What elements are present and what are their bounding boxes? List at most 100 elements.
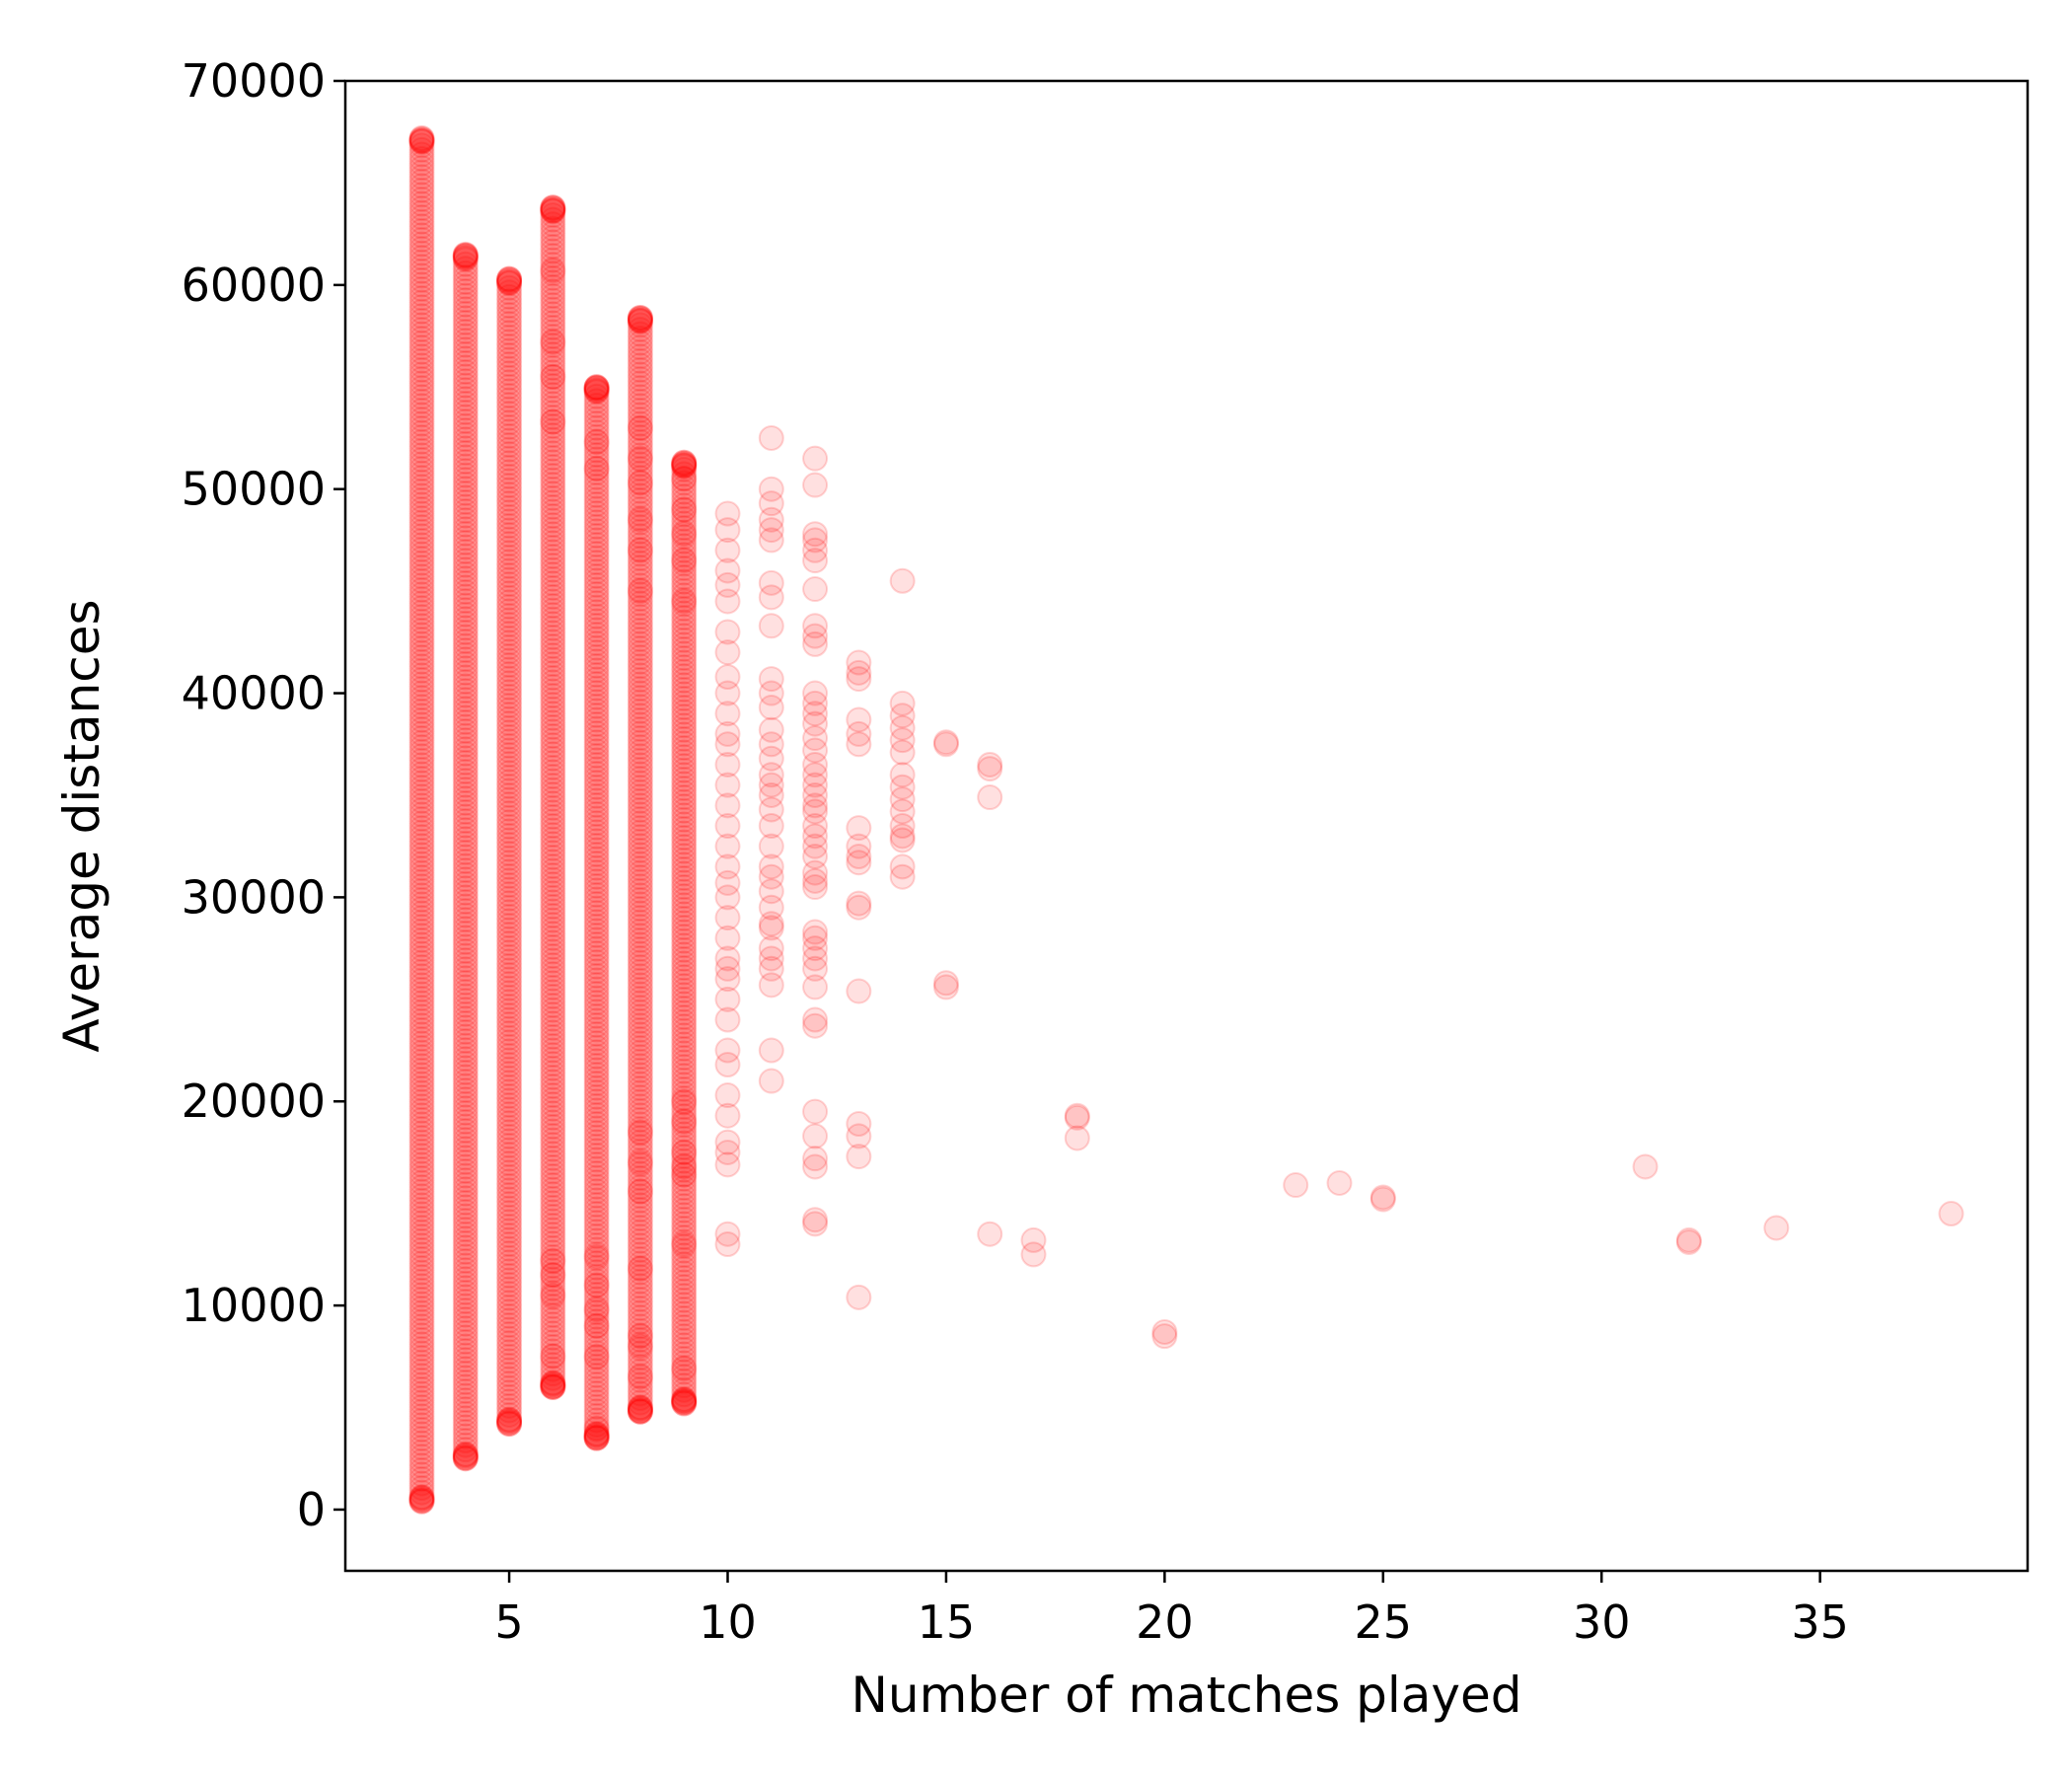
data-point (408, 469, 435, 495)
data-point (540, 1055, 566, 1081)
data-point (932, 731, 959, 758)
data-point (408, 626, 435, 652)
data-point (540, 1141, 566, 1167)
data-point (540, 305, 566, 332)
data-point (408, 245, 435, 271)
data-point (583, 985, 610, 1011)
data-point (408, 1232, 435, 1259)
data-point (452, 655, 479, 682)
data-point (671, 843, 698, 869)
data-point (496, 593, 523, 620)
data-point (671, 1125, 698, 1151)
data-point (496, 1052, 523, 1078)
data-point (496, 818, 523, 845)
data-point (452, 1409, 479, 1436)
data-point (452, 448, 479, 475)
data-point (627, 1398, 653, 1425)
data-point (496, 279, 523, 306)
data-point (496, 522, 523, 549)
data-point (671, 973, 698, 1000)
data-point (452, 471, 479, 497)
data-point (496, 329, 523, 355)
data-point (496, 1379, 523, 1406)
data-point (583, 1362, 610, 1388)
data-point (540, 835, 566, 861)
data-point (671, 1058, 698, 1084)
data-point (671, 1215, 698, 1241)
data-point (540, 1275, 566, 1301)
data-point (977, 1221, 1003, 1247)
data-point (758, 695, 784, 721)
data-point (627, 546, 653, 572)
data-point (408, 1093, 435, 1120)
data-point (671, 721, 698, 748)
data-point (408, 334, 435, 361)
data-point (802, 472, 829, 498)
data-point (627, 334, 653, 361)
data-point (408, 715, 435, 742)
data-point (540, 1010, 566, 1037)
data-point (452, 727, 479, 754)
data-point (496, 746, 523, 773)
data-point (627, 470, 653, 496)
data-point (671, 1314, 698, 1341)
data-point (452, 826, 479, 853)
data-point (540, 1005, 566, 1032)
data-point (627, 990, 653, 1016)
data-point (583, 428, 610, 455)
data-point (452, 1301, 479, 1328)
data-point (540, 683, 566, 709)
data-point (496, 320, 523, 346)
data-point (583, 652, 610, 679)
data-point (583, 376, 610, 403)
data-point (452, 835, 479, 861)
data-point (408, 622, 435, 648)
data-point (540, 745, 566, 772)
data-point (540, 701, 566, 727)
data-point (496, 732, 523, 759)
data-point (583, 1393, 610, 1420)
data-point (540, 1194, 566, 1221)
data-point (583, 1402, 610, 1429)
data-point (583, 585, 610, 612)
data-point (496, 1096, 523, 1123)
data-point (452, 1018, 479, 1045)
data-point (540, 736, 566, 763)
data-point (671, 1148, 698, 1174)
data-point (452, 1443, 479, 1469)
data-point (627, 1025, 653, 1052)
data-point (671, 1152, 698, 1179)
data-point (408, 1385, 435, 1412)
data-point (671, 1179, 698, 1206)
data-point (452, 1064, 479, 1090)
data-point (671, 1304, 698, 1331)
data-point (408, 1201, 435, 1227)
data-point (583, 626, 610, 652)
data-point (583, 397, 610, 423)
data-point (408, 177, 435, 203)
data-point (408, 1224, 435, 1250)
data-point (583, 1155, 610, 1182)
data-point (496, 665, 523, 692)
data-point (452, 1261, 479, 1288)
data-point (452, 1122, 479, 1149)
data-point (408, 1075, 435, 1102)
data-point (496, 494, 523, 521)
data-point (627, 572, 653, 599)
data-point (496, 454, 523, 481)
data-point (452, 278, 479, 305)
data-point (452, 1149, 479, 1175)
data-point (408, 132, 435, 159)
data-point (583, 832, 610, 858)
data-point (540, 1298, 566, 1324)
y-tick-label: 70000 (182, 54, 326, 108)
data-point (627, 1102, 653, 1129)
data-point (627, 873, 653, 900)
data-point (627, 1120, 653, 1147)
data-point (627, 958, 653, 985)
points-layer (408, 124, 1964, 1515)
data-point (452, 615, 479, 641)
data-point (452, 768, 479, 794)
data-point (540, 1252, 566, 1279)
data-point (408, 585, 435, 612)
